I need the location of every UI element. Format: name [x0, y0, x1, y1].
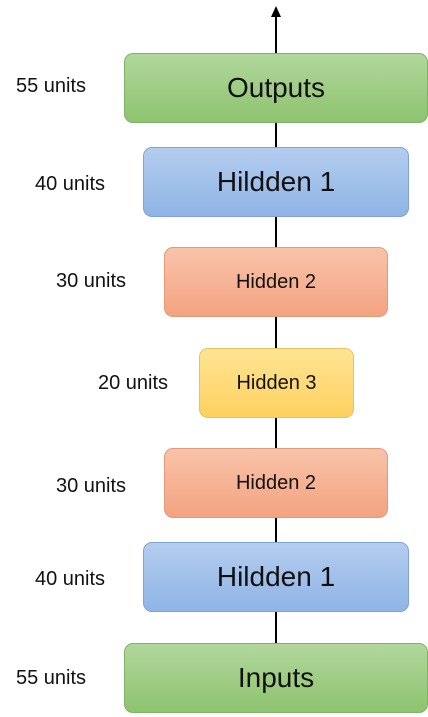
- layer-inputs: Inputs: [124, 643, 428, 713]
- units-label-outputs: 55 units: [16, 75, 87, 97]
- layer-hidden-2-bottom: Hidden 2: [164, 448, 388, 518]
- layer-label: Hildden 1: [216, 561, 336, 592]
- layer-label: Hidden 2: [235, 471, 317, 494]
- layer-label: Hidden 2: [235, 270, 317, 293]
- units-label-hidden-1-top: 40 units: [35, 173, 106, 195]
- units-label-hidden-1-bottom: 40 units: [35, 568, 106, 590]
- layer-hidden-3: Hidden 3: [199, 348, 354, 418]
- layer-label: Hildden 1: [216, 166, 336, 197]
- layer-label: Outputs: [226, 72, 326, 103]
- layer-label: Hidden 3: [236, 371, 317, 394]
- layer-outputs: Outputs: [124, 53, 428, 123]
- flow-line: [275, 14, 277, 644]
- units-label-hidden-3: 20 units: [98, 372, 169, 394]
- layer-hidden-1-bottom: Hildden 1: [143, 542, 409, 612]
- layer-hidden-2-top: Hidden 2: [164, 247, 388, 317]
- units-label-hidden-2-bottom: 30 units: [56, 475, 127, 497]
- layer-hidden-1-top: Hildden 1: [143, 147, 409, 217]
- units-label-inputs: 55 units: [16, 667, 87, 689]
- units-label-hidden-2-top: 30 units: [56, 270, 127, 292]
- up-arrow-icon: [271, 6, 281, 17]
- layer-label: Inputs: [237, 662, 315, 693]
